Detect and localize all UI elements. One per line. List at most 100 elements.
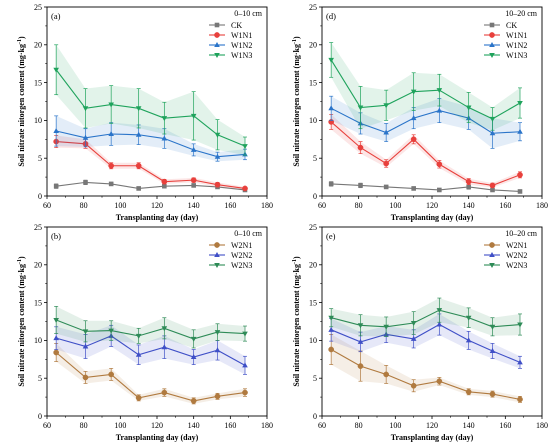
data-point (53, 127, 59, 133)
series-line (56, 130, 246, 158)
data-point (191, 183, 196, 188)
series-w1n3 (53, 44, 248, 156)
x-tick-label: 100 (114, 201, 126, 210)
data-point (108, 102, 114, 108)
data-point (190, 354, 197, 360)
x-tick-label: 100 (389, 201, 401, 210)
data-point (214, 330, 221, 336)
data-point (136, 186, 141, 191)
panel-label: (d) (326, 11, 336, 21)
y-tick-label: 0 (38, 412, 42, 421)
x-tick-label: 180 (536, 421, 548, 430)
series-w1n1 (53, 135, 248, 192)
y-axis-title: Soil nitrate nitorgen content (mg·kg-1) (292, 36, 301, 167)
legend-marker (214, 42, 220, 47)
y-tick-label: 20 (34, 261, 42, 270)
x-tick-label: 160 (224, 201, 236, 210)
y-axis-title: Soil nitrate nitorgen content (mg·kg-1) (17, 256, 26, 387)
data-point (357, 144, 364, 151)
series-group (53, 44, 248, 193)
y-axis-title-main: Soil nitrate nitorgen content (mg·kg (292, 264, 301, 387)
data-point (214, 132, 221, 138)
y-tick-label: 15 (309, 298, 317, 307)
y-tick-label: 20 (309, 41, 317, 50)
data-point (135, 395, 142, 401)
y-axis-title-end: ) (17, 36, 26, 39)
data-point (214, 347, 221, 353)
data-point (383, 129, 389, 135)
data-point (383, 103, 389, 109)
y-axis-title-superscript: -1 (17, 259, 23, 264)
legend-marker (489, 263, 495, 268)
legend-entry: CK (506, 21, 517, 30)
x-tick-label: 60 (318, 421, 326, 430)
data-point (82, 329, 89, 335)
y-axis-title-main: Soil nitrate nitorgen content (mg·kg (17, 264, 26, 387)
data-point (53, 317, 59, 323)
data-point (357, 323, 364, 329)
series-line (330, 107, 521, 134)
data-point (328, 346, 335, 353)
series-w2n1 (328, 334, 523, 403)
error-band (56, 343, 245, 404)
data-point (161, 326, 168, 332)
legend-entry: W1N2 (231, 41, 252, 50)
x-tick-label: 60 (43, 421, 51, 430)
data-point (489, 324, 496, 330)
panel-b: 60 80 100 120 140 160 180 0 5 10 15 20 25 Transplanti… (17, 223, 273, 442)
series-line (331, 309, 521, 328)
x-axis-title: Transplanting day (day) (116, 433, 199, 442)
y-axis-title-end: ) (292, 36, 301, 39)
data-point (410, 115, 417, 121)
panel-e: 60 80 100 120 140 160 180 0 5 10 15 20 25 Transplanti… (292, 223, 548, 442)
data-point (437, 187, 442, 193)
legend-entry: CK (231, 21, 242, 30)
x-tick-label: 180 (536, 201, 548, 210)
data-point (53, 349, 60, 356)
data-point (466, 184, 471, 190)
error-band (56, 325, 245, 375)
x-tick-label: 140 (188, 421, 200, 430)
x-tick-label: 140 (463, 421, 475, 430)
data-point (190, 177, 197, 183)
y-axis-title-main: Soil nitrate nitorgen content (mg·kg (292, 44, 301, 167)
data-point (108, 162, 115, 169)
y-tick-label: 15 (309, 78, 317, 87)
y-axis-title-superscript: -1 (292, 259, 298, 264)
legend-marker (489, 42, 495, 47)
y-tick-label: 25 (34, 3, 42, 12)
legend-entry: W1N2 (506, 41, 527, 50)
data-point (135, 162, 142, 169)
series-line (330, 59, 521, 120)
x-tick-label: 80 (80, 421, 88, 430)
panel-label: (a) (51, 11, 61, 21)
data-point (489, 182, 496, 189)
data-point (358, 183, 363, 188)
x-tick-label: 120 (151, 201, 163, 210)
y-tick-label: 15 (34, 78, 42, 87)
data-point (161, 344, 168, 350)
data-point (489, 391, 496, 397)
data-point (53, 335, 59, 341)
data-point (82, 343, 89, 349)
y-axis-title-superscript: -1 (17, 39, 23, 44)
series-line (330, 348, 521, 400)
data-point (214, 393, 221, 400)
data-point (161, 178, 168, 185)
legend-marker (489, 53, 495, 58)
series-w1n2 (53, 115, 248, 162)
x-tick-label: 100 (114, 421, 126, 430)
legend-entry: W2N1 (506, 241, 527, 250)
data-point (383, 324, 389, 330)
x-tick-label: 140 (463, 201, 475, 210)
data-point (490, 187, 495, 193)
data-point (465, 178, 472, 185)
y-axis-title: Soil nitrate nitorgen content (mg·kg-1) (292, 256, 301, 387)
y-axis-title-end: ) (17, 256, 26, 259)
legend-entry: W1N1 (231, 31, 252, 40)
data-point (436, 308, 443, 314)
data-point (410, 89, 417, 95)
